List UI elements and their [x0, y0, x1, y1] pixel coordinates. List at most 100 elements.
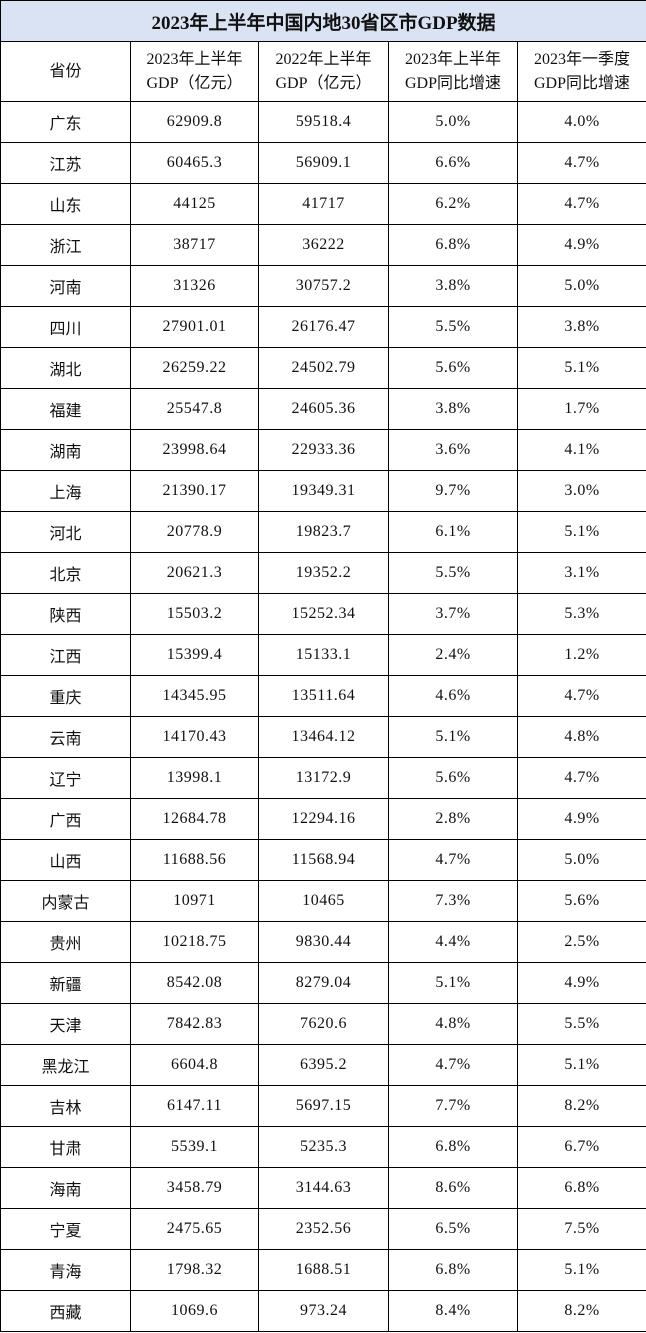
- cell-province: 北京: [0, 552, 131, 594]
- cell-growth-2023h1: 2.4%: [388, 634, 518, 676]
- cell-gdp-2023h1: 12684.78: [130, 798, 259, 840]
- cell-gdp-2023h1: 6604.8: [130, 1044, 259, 1086]
- cell-growth-2023q1: 5.1%: [516, 347, 646, 389]
- cell-growth-2023q1: 5.1%: [516, 1044, 646, 1086]
- cell-growth-2023q1: 5.1%: [516, 511, 646, 553]
- table-body: 广东 62909.8 59518.4 5.0% 4.0% 江苏 60465.3 56909.1…: [0, 101, 646, 1332]
- column-header-gdp-2022h1: 2022年上半年 GDP（亿元）: [258, 41, 389, 102]
- cell-growth-2023h1: 4.7%: [388, 839, 518, 881]
- cell-gdp-2022h1: 19349.31: [258, 470, 389, 512]
- cell-gdp-2023h1: 2475.65: [130, 1208, 259, 1250]
- cell-gdp-2023h1: 1069.6: [130, 1290, 259, 1332]
- cell-gdp-2022h1: 19823.7: [258, 511, 389, 553]
- table-row: 重庆 14345.95 13511.64 4.6% 4.7%: [0, 675, 646, 717]
- table-row: 新疆 8542.08 8279.04 5.1% 4.9%: [0, 962, 646, 1004]
- cell-gdp-2022h1: 30757.2: [258, 265, 389, 307]
- cell-province: 黑龙江: [0, 1044, 131, 1086]
- cell-growth-2023h1: 5.5%: [388, 306, 518, 348]
- table-row: 福建 25547.8 24605.36 3.8% 1.7%: [0, 388, 646, 430]
- cell-gdp-2023h1: 15503.2: [130, 593, 259, 635]
- table-row: 湖北 26259.22 24502.79 5.6% 5.1%: [0, 347, 646, 389]
- table-row: 吉林 6147.11 5697.15 7.7% 8.2%: [0, 1085, 646, 1127]
- cell-growth-2023q1: 4.9%: [516, 798, 646, 840]
- cell-gdp-2023h1: 20778.9: [130, 511, 259, 553]
- table-row: 广东 62909.8 59518.4 5.0% 4.0%: [0, 101, 646, 143]
- cell-province: 湖北: [0, 347, 131, 389]
- cell-gdp-2022h1: 24502.79: [258, 347, 389, 389]
- cell-growth-2023h1: 7.3%: [388, 880, 518, 922]
- cell-province: 江西: [0, 634, 131, 676]
- cell-gdp-2023h1: 11688.56: [130, 839, 259, 881]
- cell-gdp-2023h1: 26259.22: [130, 347, 259, 389]
- cell-gdp-2023h1: 44125: [130, 183, 259, 225]
- cell-province: 江苏: [0, 142, 131, 184]
- header-line: 2023年上半年: [146, 50, 243, 68]
- cell-growth-2023h1: 5.6%: [388, 757, 518, 799]
- cell-growth-2023h1: 3.6%: [388, 429, 518, 471]
- cell-province: 山西: [0, 839, 131, 881]
- cell-gdp-2023h1: 5539.1: [130, 1126, 259, 1168]
- column-header-province: 省份: [0, 41, 131, 102]
- table-row: 西藏 1069.6 973.24 8.4% 8.2%: [0, 1290, 646, 1332]
- table-title: 2023年上半年中国内地30省区市GDP数据: [0, 0, 646, 42]
- table-row: 山东 44125 41717 6.2% 4.7%: [0, 183, 646, 225]
- cell-growth-2023h1: 3.7%: [388, 593, 518, 635]
- cell-growth-2023h1: 6.2%: [388, 183, 518, 225]
- cell-gdp-2022h1: 6395.2: [258, 1044, 389, 1086]
- cell-gdp-2022h1: 36222: [258, 224, 389, 266]
- cell-province: 山东: [0, 183, 131, 225]
- cell-growth-2023q1: 5.6%: [516, 880, 646, 922]
- table-row: 江西 15399.4 15133.1 2.4% 1.2%: [0, 634, 646, 676]
- cell-gdp-2023h1: 7842.83: [130, 1003, 259, 1045]
- cell-growth-2023h1: 5.1%: [388, 962, 518, 1004]
- cell-gdp-2023h1: 38717: [130, 224, 259, 266]
- cell-gdp-2022h1: 2352.56: [258, 1208, 389, 1250]
- cell-growth-2023q1: 5.0%: [516, 839, 646, 881]
- cell-gdp-2023h1: 3458.79: [130, 1167, 259, 1209]
- cell-growth-2023h1: 4.6%: [388, 675, 518, 717]
- cell-gdp-2022h1: 26176.47: [258, 306, 389, 348]
- cell-province: 上海: [0, 470, 131, 512]
- cell-growth-2023q1: 8.2%: [516, 1085, 646, 1127]
- cell-gdp-2022h1: 13464.12: [258, 716, 389, 758]
- column-header-growth-2023h1: 2023年上半年 GDP同比增速: [388, 41, 518, 102]
- cell-growth-2023q1: 3.0%: [516, 470, 646, 512]
- cell-growth-2023q1: 4.1%: [516, 429, 646, 471]
- cell-gdp-2022h1: 8279.04: [258, 962, 389, 1004]
- cell-province: 吉林: [0, 1085, 131, 1127]
- cell-gdp-2023h1: 1798.32: [130, 1249, 259, 1291]
- cell-province: 福建: [0, 388, 131, 430]
- cell-province: 贵州: [0, 921, 131, 963]
- header-line: GDP同比增速: [534, 74, 631, 92]
- cell-growth-2023h1: 6.8%: [388, 1126, 518, 1168]
- table-row: 内蒙古 10971 10465 7.3% 5.6%: [0, 880, 646, 922]
- cell-gdp-2023h1: 21390.17: [130, 470, 259, 512]
- header-line: GDP（亿元）: [146, 74, 243, 92]
- cell-gdp-2022h1: 5697.15: [258, 1085, 389, 1127]
- table-row: 甘肃 5539.1 5235.3 6.8% 6.7%: [0, 1126, 646, 1168]
- table-row: 江苏 60465.3 56909.1 6.6% 4.7%: [0, 142, 646, 184]
- header-line: GDP（亿元）: [275, 74, 372, 92]
- cell-gdp-2023h1: 15399.4: [130, 634, 259, 676]
- cell-growth-2023h1: 5.6%: [388, 347, 518, 389]
- cell-gdp-2022h1: 973.24: [258, 1290, 389, 1332]
- cell-growth-2023h1: 2.8%: [388, 798, 518, 840]
- cell-growth-2023h1: 3.8%: [388, 265, 518, 307]
- cell-gdp-2022h1: 19352.2: [258, 552, 389, 594]
- cell-growth-2023q1: 6.7%: [516, 1126, 646, 1168]
- table-row: 陕西 15503.2 15252.34 3.7% 5.3%: [0, 593, 646, 635]
- cell-growth-2023q1: 4.7%: [516, 142, 646, 184]
- cell-growth-2023q1: 5.3%: [516, 593, 646, 635]
- cell-growth-2023q1: 5.0%: [516, 265, 646, 307]
- cell-growth-2023q1: 5.5%: [516, 1003, 646, 1045]
- cell-growth-2023q1: 4.9%: [516, 224, 646, 266]
- cell-growth-2023q1: 4.9%: [516, 962, 646, 1004]
- cell-growth-2023q1: 2.5%: [516, 921, 646, 963]
- cell-growth-2023h1: 6.6%: [388, 142, 518, 184]
- cell-gdp-2023h1: 8542.08: [130, 962, 259, 1004]
- table-row: 辽宁 13998.1 13172.9 5.6% 4.7%: [0, 757, 646, 799]
- header-line: GDP同比增速: [404, 74, 501, 92]
- column-header-growth-2023q1: 2023年一季度 GDP同比增速: [516, 41, 646, 102]
- cell-province: 海南: [0, 1167, 131, 1209]
